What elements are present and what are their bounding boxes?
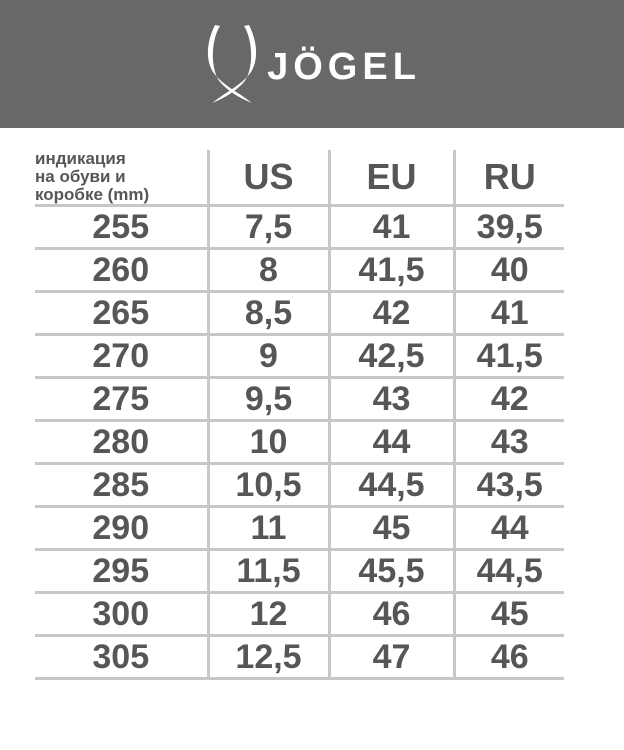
- size-indication-line-1: индикация: [35, 149, 126, 168]
- table-row: 290 11 45 44: [35, 506, 564, 550]
- cell-mm: 290: [35, 506, 210, 550]
- jogel-logo: JÖGEL: [203, 24, 421, 106]
- cell-eu: 46: [329, 592, 456, 636]
- cell-mm: 305: [35, 635, 210, 679]
- table-row: 255 7,5 41 39,5: [35, 205, 564, 249]
- table-row: 285 10,5 44,5 43,5: [35, 463, 564, 507]
- brand-banner: JÖGEL: [0, 0, 624, 128]
- cell-us: 9,5: [208, 377, 331, 421]
- cell-eu: 45: [329, 506, 456, 550]
- cell-us: 10,5: [208, 463, 331, 507]
- cell-mm: 260: [35, 248, 210, 292]
- cell-mm: 275: [35, 377, 210, 421]
- size-indication-line-3: коробке (mm): [35, 185, 150, 204]
- cell-us: 11,5: [208, 549, 331, 593]
- cell-mm: 280: [35, 420, 210, 464]
- cell-mm: 295: [35, 549, 210, 593]
- column-header-us: US: [208, 150, 331, 206]
- table-row: 295 11,5 45,5 44,5: [35, 549, 564, 593]
- table-row: 280 10 44 43: [35, 420, 564, 464]
- brand-wordmark: JÖGEL: [267, 46, 421, 88]
- cell-eu: 42,5: [329, 334, 456, 378]
- cell-us: 10: [208, 420, 331, 464]
- cell-eu: 41,5: [329, 248, 456, 292]
- cell-eu: 45,5: [329, 549, 456, 593]
- cell-eu: 44,5: [329, 463, 456, 507]
- table-header-row: индикация на обуви и коробке (mm) US EU …: [35, 150, 564, 206]
- cell-ru: 44,5: [476, 551, 543, 590]
- size-indication-header: индикация на обуви и коробке (mm): [35, 149, 210, 206]
- cell-mm: 255: [35, 205, 210, 249]
- cell-ru: 43: [490, 422, 529, 461]
- cell-us: 7,5: [208, 205, 331, 249]
- cell-eu: 44: [329, 420, 456, 464]
- table-row: 300 12 46 45: [35, 592, 564, 636]
- cell-mm: 265: [35, 291, 210, 335]
- cell-us: 8: [208, 248, 331, 292]
- cell-ru: 44: [490, 508, 529, 547]
- table-row: 270 9 42,5 41,5: [35, 334, 564, 378]
- cell-ru: 43,5: [476, 465, 543, 504]
- cell-ru: 41,5: [476, 336, 543, 375]
- cell-ru: 39,5: [476, 207, 543, 246]
- table-row: 305 12,5 47 46: [35, 635, 564, 679]
- cell-us: 8,5: [208, 291, 331, 335]
- size-indication-line-2: на обуви и: [35, 167, 126, 186]
- table-row: 265 8,5 42 41: [35, 291, 564, 335]
- column-header-eu: EU: [329, 150, 456, 206]
- cell-us: 12,5: [208, 635, 331, 679]
- cell-ru: 41: [490, 293, 529, 332]
- cell-us: 12: [208, 592, 331, 636]
- cell-mm: 300: [35, 592, 210, 636]
- jogel-emblem-icon: [203, 24, 261, 106]
- table-row: 260 8 41,5 40: [35, 248, 564, 292]
- table-row: 275 9,5 43 42: [35, 377, 564, 421]
- cell-eu: 47: [329, 635, 456, 679]
- cell-us: 11: [208, 506, 331, 550]
- cell-ru: 40: [490, 250, 529, 289]
- cell-ru: 46: [490, 637, 529, 676]
- cell-eu: 42: [329, 291, 456, 335]
- cell-eu: 43: [329, 377, 456, 421]
- cell-mm: 270: [35, 334, 210, 378]
- cell-ru: 42: [490, 379, 529, 418]
- cell-ru: 45: [490, 594, 529, 633]
- column-header-ru: RU: [483, 156, 536, 197]
- cell-eu: 41: [329, 205, 456, 249]
- cell-mm: 285: [35, 463, 210, 507]
- cell-us: 9: [208, 334, 331, 378]
- size-conversion-table: индикация на обуви и коробке (mm) US EU …: [35, 150, 564, 680]
